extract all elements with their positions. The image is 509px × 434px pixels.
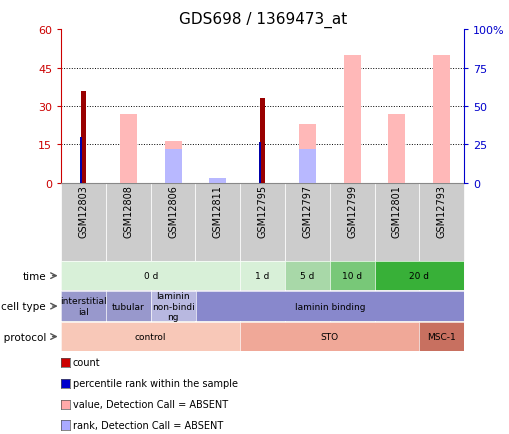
Bar xyxy=(437,142,439,183)
Bar xyxy=(81,92,86,183)
Bar xyxy=(106,183,151,336)
Text: control: control xyxy=(135,332,166,341)
Bar xyxy=(260,99,264,183)
Bar xyxy=(61,183,106,336)
Text: growth protocol: growth protocol xyxy=(0,332,46,342)
Bar xyxy=(258,142,261,183)
Text: MSC-1: MSC-1 xyxy=(427,332,455,341)
Bar xyxy=(164,142,181,183)
Bar xyxy=(79,137,82,183)
Bar xyxy=(298,125,315,183)
Text: 1 d: 1 d xyxy=(255,272,269,280)
Text: tubular: tubular xyxy=(112,302,145,311)
Bar xyxy=(164,150,181,183)
Bar xyxy=(432,56,449,183)
Text: percentile rank within the sample: percentile rank within the sample xyxy=(73,378,238,388)
Bar xyxy=(120,115,136,183)
Bar xyxy=(240,183,285,336)
Text: 5 d: 5 d xyxy=(300,272,314,280)
Text: 10 d: 10 d xyxy=(342,272,361,280)
Bar xyxy=(298,150,315,183)
Bar xyxy=(329,183,374,336)
Bar xyxy=(209,178,226,183)
Text: interstitial
ial: interstitial ial xyxy=(60,297,107,316)
Title: GDS698 / 1369473_at: GDS698 / 1369473_at xyxy=(178,11,346,28)
Text: 0 d: 0 d xyxy=(143,272,158,280)
Bar xyxy=(374,183,418,336)
Bar xyxy=(151,183,195,336)
Bar xyxy=(348,127,350,183)
Text: laminin
non-bindi
ng: laminin non-bindi ng xyxy=(152,292,194,321)
Text: time: time xyxy=(22,271,46,281)
Text: 20 d: 20 d xyxy=(409,272,429,280)
Text: rank, Detection Call = ABSENT: rank, Detection Call = ABSENT xyxy=(73,420,223,430)
Bar xyxy=(388,115,405,183)
Text: laminin binding: laminin binding xyxy=(294,302,364,311)
Bar xyxy=(285,183,329,336)
Bar xyxy=(343,56,360,183)
Text: STO: STO xyxy=(320,332,338,341)
Bar xyxy=(418,183,463,336)
Text: value, Detection Call = ABSENT: value, Detection Call = ABSENT xyxy=(73,399,228,409)
Text: count: count xyxy=(73,358,100,368)
Text: cell type: cell type xyxy=(1,302,46,311)
Bar xyxy=(195,183,240,336)
